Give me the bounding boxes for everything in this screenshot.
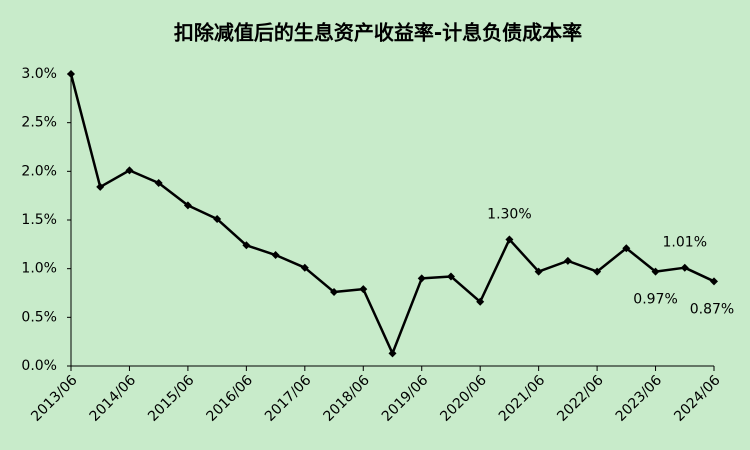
data-point bbox=[330, 288, 339, 297]
x-tick-label: 2022/06 bbox=[554, 372, 607, 425]
x-tick-label: 2020/06 bbox=[437, 372, 490, 425]
data-label: 1.30% bbox=[487, 206, 531, 222]
x-tick-label: 2019/06 bbox=[379, 372, 432, 425]
y-tick-label: 2.5% bbox=[21, 115, 57, 131]
data-point bbox=[300, 263, 309, 272]
data-point bbox=[154, 179, 163, 188]
x-tick-label: 2023/06 bbox=[613, 372, 666, 425]
data-line bbox=[69, 73, 715, 355]
y-tick-label: 0.0% bbox=[21, 358, 57, 374]
data-point bbox=[242, 241, 251, 250]
data-point bbox=[96, 182, 105, 191]
x-tick-label: 2021/06 bbox=[496, 372, 549, 425]
x-tick-label: 2016/06 bbox=[204, 372, 257, 425]
data-point bbox=[388, 349, 397, 358]
data-point bbox=[651, 267, 660, 276]
x-tick-label: 2017/06 bbox=[262, 372, 315, 425]
data-point bbox=[534, 267, 543, 276]
data-label: 1.01% bbox=[663, 235, 707, 251]
data-point bbox=[710, 277, 718, 286]
data-label: 0.87% bbox=[690, 301, 734, 317]
data-point bbox=[446, 272, 455, 281]
data-point bbox=[125, 166, 134, 175]
data-point bbox=[359, 285, 368, 294]
data-point bbox=[505, 235, 514, 244]
y-tick-label: 2.0% bbox=[21, 163, 57, 179]
data-point bbox=[622, 244, 631, 253]
data-point bbox=[67, 70, 75, 78]
x-tick-label: 2015/06 bbox=[145, 372, 198, 425]
chart-title: 扣除减值后的生息资产收益率-计息负债成本率 bbox=[174, 21, 582, 45]
x-tick-label: 2018/06 bbox=[320, 372, 373, 425]
data-label: 0.97% bbox=[633, 292, 677, 308]
data-point bbox=[183, 201, 192, 210]
data-point bbox=[593, 267, 602, 276]
y-tick-label: 3.0% bbox=[21, 66, 57, 82]
x-tick-label: 2014/06 bbox=[87, 372, 140, 425]
data-point bbox=[271, 251, 280, 260]
y-tick-label: 1.5% bbox=[21, 212, 57, 228]
x-tick-label: 2013/06 bbox=[28, 372, 81, 425]
x-tick-label: 2024/06 bbox=[671, 372, 724, 425]
data-point bbox=[563, 256, 572, 265]
data-point bbox=[476, 297, 485, 306]
data-point bbox=[213, 215, 222, 224]
data-point bbox=[417, 274, 426, 283]
y-tick-label: 0.5% bbox=[21, 309, 57, 325]
data-point bbox=[680, 263, 689, 272]
y-tick-label: 1.0% bbox=[21, 261, 57, 277]
